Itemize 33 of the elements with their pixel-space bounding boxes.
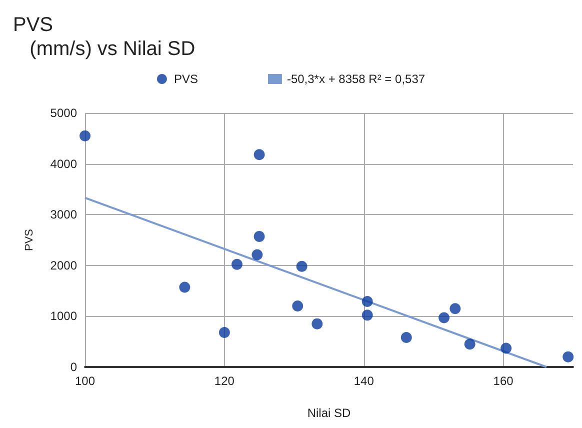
point (252, 249, 263, 260)
point (362, 310, 373, 321)
legend-label: -50,3*x + 8358 R² = 0,537 (286, 72, 426, 86)
y-tick-label: 2000 (50, 258, 78, 272)
point (438, 312, 450, 324)
y-tick-label: 5000 (50, 106, 78, 120)
point (312, 318, 323, 330)
point (362, 296, 373, 307)
x-tick-label: 120 (214, 374, 235, 388)
point (292, 300, 304, 312)
point (464, 338, 476, 350)
y-tick-label: 1000 (50, 309, 78, 324)
point (231, 258, 242, 270)
x-tick-label: 160 (493, 374, 514, 388)
point (254, 230, 265, 242)
y-tick-label: 0 (70, 360, 78, 374)
point (450, 303, 461, 314)
point (218, 326, 230, 338)
point (500, 342, 512, 354)
x-tick-label: 140 (354, 374, 374, 388)
y-tick-label: 4000 (50, 156, 78, 171)
point (254, 149, 265, 160)
chart-title: PVS (mm/s) vs Nilai SD (13, 14, 196, 60)
point (80, 130, 90, 142)
y-axis-title: PVS (24, 228, 36, 252)
point (296, 260, 308, 272)
y-tick-label: 3000 (50, 208, 78, 222)
point (179, 282, 190, 293)
point (562, 351, 574, 362)
point (400, 332, 412, 344)
legend-label: PVS (174, 72, 198, 86)
x-tick-label: 100 (74, 374, 96, 388)
x-axis-title: Nilai SD (307, 406, 352, 420)
